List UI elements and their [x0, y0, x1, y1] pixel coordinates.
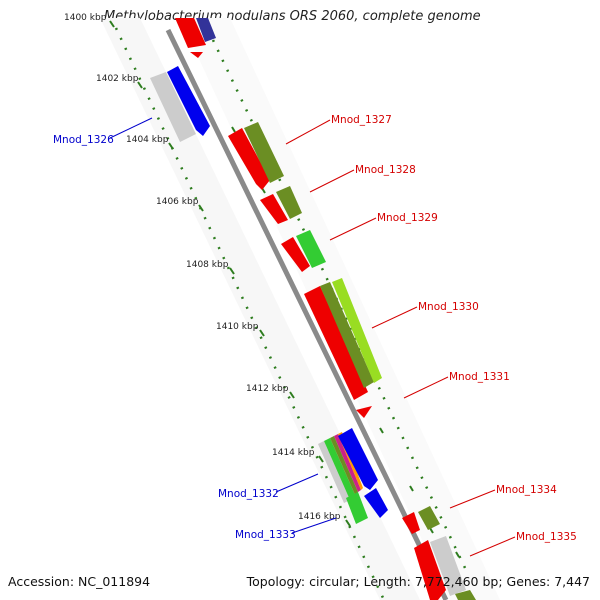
- gene-arrow-red[interactable]: [356, 406, 372, 418]
- gene-label[interactable]: Mnod_1329: [377, 212, 438, 224]
- gene-label-leader: [329, 217, 377, 241]
- outer-tick-mark: [231, 126, 236, 133]
- gene-arrow-red[interactable]: [281, 237, 310, 272]
- gene-label-group: Mnod_1326 Mnod_1327 Mnod_1328 Mnod_1329 Mnod…: [53, 114, 577, 557]
- gene-label[interactable]: Mnod_1327: [331, 114, 392, 126]
- gene-label-leader: [291, 517, 337, 534]
- tick-mark: [289, 391, 295, 399]
- backbone: [165, 28, 449, 600]
- tick-label: 1412 kbp: [246, 384, 289, 394]
- gene-arrow-red[interactable]: [260, 194, 288, 224]
- gene-arrow-red[interactable]: [190, 52, 203, 58]
- gene-bar-olive[interactable]: [330, 436, 358, 497]
- gene-bar-olive[interactable]: [276, 186, 302, 219]
- tick-mark: [318, 455, 324, 463]
- gene-arrow-red[interactable]: [304, 286, 368, 400]
- gene-bar-grey[interactable]: [318, 441, 350, 503]
- outer-tick-mark: [455, 551, 460, 558]
- gene-bar-olive[interactable]: [320, 282, 374, 388]
- gene-label[interactable]: Mnod_1330: [418, 301, 479, 313]
- gene-label[interactable]: Mnod_1333: [235, 529, 296, 541]
- gene-label[interactable]: Mnod_1331: [449, 371, 510, 383]
- tick-mark: [198, 204, 204, 212]
- tick-group: 1400 kbp 1402 kbp 1404 kbp 1406 kbp 1408 kbp…: [64, 13, 460, 558]
- tick-label: 1416 kbp: [298, 512, 341, 522]
- gene-label-leader: [309, 169, 355, 193]
- accession-text: Accession: NC_011894: [8, 574, 151, 589]
- tick-mark: [229, 267, 235, 275]
- gene-bar-green[interactable]: [324, 438, 356, 500]
- tick-label: 1404 kbp: [126, 135, 169, 145]
- gene-bar-green[interactable]: [346, 492, 368, 524]
- tick-mark: [137, 81, 143, 89]
- gene-label-leader: [109, 117, 153, 139]
- tick-label: 1408 kbp: [186, 260, 229, 270]
- gene-label-leader: [285, 119, 331, 145]
- gene-arrow-red[interactable]: [175, 18, 206, 48]
- gene-arrow-red[interactable]: [402, 512, 420, 534]
- gene-label-leader: [403, 376, 449, 399]
- gene-label[interactable]: Mnod_1334: [496, 484, 557, 496]
- genome-summary-text: Topology: circular; Length: 7,772,460 bp…: [246, 574, 590, 589]
- tick-mark: [345, 519, 351, 527]
- tick-mark: [109, 20, 115, 28]
- gene-label-leader: [275, 473, 319, 493]
- tick-label: 1410 kbp: [216, 322, 259, 332]
- gene-label-leader: [371, 306, 418, 329]
- gene-arrow-red[interactable]: [414, 540, 446, 600]
- gene-arrow-red[interactable]: [228, 128, 270, 190]
- gene-label-leader: [449, 489, 496, 509]
- tick-mark: [168, 142, 174, 150]
- gene-bar-grey[interactable]: [430, 536, 466, 596]
- tick-label: 1414 kbp: [272, 448, 315, 458]
- gene-label-leader: [469, 536, 516, 557]
- gene-bar-grey[interactable]: [150, 72, 196, 142]
- gene-bar-olive[interactable]: [418, 506, 440, 530]
- gene-label[interactable]: Mnod_1332: [218, 488, 279, 500]
- gene-arrow-navy[interactable]: [196, 18, 216, 42]
- gene-bar-olive[interactable]: [244, 122, 284, 183]
- gene-bar-green[interactable]: [296, 230, 326, 268]
- gene-bar-olive[interactable]: [455, 590, 476, 600]
- gene-arrow-blue[interactable]: [167, 66, 210, 136]
- gene-bar-magenta[interactable]: [334, 434, 361, 492]
- outer-tick-mark: [409, 485, 414, 492]
- gene-arrow-blue[interactable]: [338, 428, 378, 490]
- gene-label[interactable]: Mnod_1335: [516, 531, 577, 543]
- gene-label[interactable]: Mnod_1328: [355, 164, 416, 176]
- tick-mark: [259, 329, 265, 337]
- gene-bar-lime[interactable]: [332, 278, 382, 383]
- gene-arrow-blue[interactable]: [364, 488, 388, 518]
- tick-label: 1406 kbp: [156, 197, 199, 207]
- outer-tick-mark: [429, 527, 434, 534]
- tick-label: 1400 kbp: [64, 13, 107, 23]
- outer-tick-mark: [379, 427, 384, 434]
- tick-label: 1402 kbp: [96, 74, 139, 84]
- gene-label[interactable]: Mnod_1326: [53, 134, 114, 146]
